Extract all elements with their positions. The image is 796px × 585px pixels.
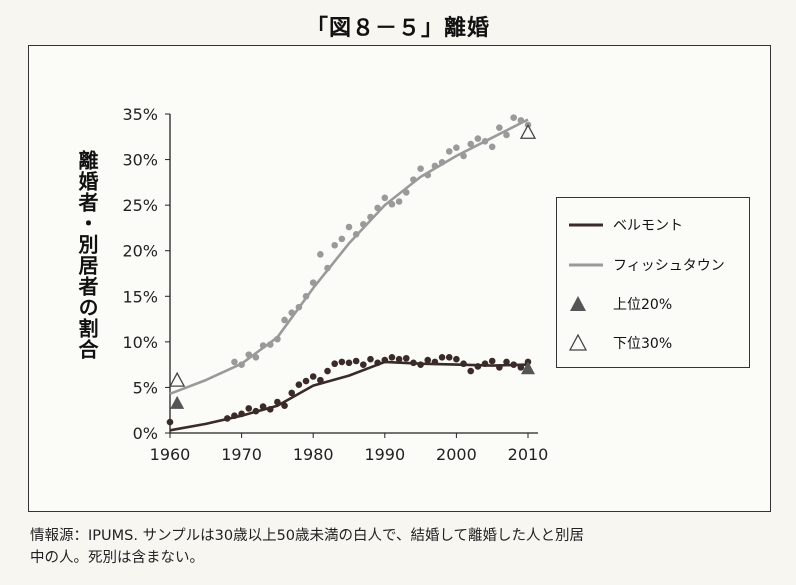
legend-item-belmont: ベルモント (569, 214, 683, 236)
x-tick-label: 1960 (150, 445, 191, 464)
legend-item-fishtown: フィッシュタウン (569, 254, 725, 276)
data-point (424, 356, 432, 364)
data-point (338, 358, 346, 366)
legend-item-bottom30: 下位30% (568, 332, 673, 354)
data-point (302, 377, 310, 385)
legend-label-fishtown: フィッシュタウン (613, 258, 725, 274)
y-tick-label: 30% (122, 151, 158, 170)
triangle-marker (170, 395, 185, 409)
data-point (281, 316, 288, 324)
data-point (453, 355, 460, 363)
legend-item-top20: 上位20% (569, 293, 672, 315)
data-point (503, 131, 510, 139)
data-point (467, 140, 475, 148)
chart-title: 「図８－５」離婚 (305, 16, 490, 41)
data-point (388, 354, 396, 361)
data-point (245, 405, 253, 412)
data-point (445, 148, 453, 155)
data-point (231, 358, 238, 366)
data-point (309, 373, 317, 380)
legend: ベルモント フィッシュタウン 上位20% 下位30% (556, 197, 750, 368)
triangle-marker (519, 123, 537, 139)
data-point (417, 165, 424, 172)
x-tick-label: 1970 (221, 445, 262, 464)
data-point (338, 235, 346, 243)
data-point (388, 200, 396, 208)
x-tick-label: 2000 (436, 445, 477, 464)
legend-label-top20: 上位20% (613, 297, 673, 313)
triangle-marker (521, 361, 535, 375)
y-axis-label: 離婚者・別居者の割合 (75, 150, 99, 360)
y-tick-label: 15% (122, 287, 158, 306)
data-point (453, 144, 460, 152)
data-point (438, 354, 446, 361)
data-point (488, 357, 496, 365)
y-tick-label: 20% (122, 242, 158, 261)
trend-line (169, 118, 529, 396)
data-point (488, 143, 496, 151)
data-point (445, 354, 453, 361)
data-point (166, 418, 174, 426)
filled-triangle-icon (569, 293, 603, 315)
data-point (467, 367, 475, 375)
data-point (503, 358, 510, 366)
x-tick-label: 1990 (364, 445, 405, 464)
legend-line-fishtown (569, 254, 603, 276)
open-triangle-icon (568, 332, 603, 354)
data-point (288, 389, 296, 397)
data-point (474, 135, 482, 142)
source-note: 情報源：IPUMS. サンプルは30歳以上50歳未満の白人で、結婚して離婚した人… (30, 525, 790, 569)
data-point (345, 359, 353, 367)
y-tick-label: 25% (122, 196, 158, 215)
legend-label-bottom30: 下位30% (613, 336, 673, 352)
data-point (317, 376, 324, 384)
legend-label-belmont: ベルモント (613, 218, 683, 234)
data-point (331, 241, 338, 249)
data-point (381, 194, 389, 202)
data-point (496, 124, 503, 131)
y-tick-label: 35% (122, 105, 158, 124)
data-point (510, 114, 517, 121)
triangle-marker (169, 371, 186, 387)
data-point (324, 367, 331, 375)
legend-line-belmont (569, 214, 603, 236)
data-point (395, 198, 403, 205)
data-point (367, 355, 374, 363)
trend-line (169, 360, 529, 432)
data-point (402, 354, 410, 362)
data-point (345, 223, 353, 231)
data-point (352, 357, 360, 365)
data-point (360, 361, 367, 368)
source-line-1: 情報源：IPUMS. サンプルは30歳以上50歳未満の白人で、結婚して離婚した人… (30, 528, 585, 544)
data-point (317, 251, 324, 258)
y-tick-label: 0% (133, 424, 158, 443)
y-tick-label: 5% (133, 378, 158, 397)
data-point (331, 360, 338, 368)
x-tick-label: 2010 (508, 445, 549, 464)
data-point (395, 355, 403, 363)
data-point (295, 381, 303, 388)
source-line-2: 中の人。死別は含まない。 (30, 550, 204, 566)
x-tick-label: 1980 (293, 445, 334, 464)
y-tick-label: 10% (122, 333, 158, 352)
